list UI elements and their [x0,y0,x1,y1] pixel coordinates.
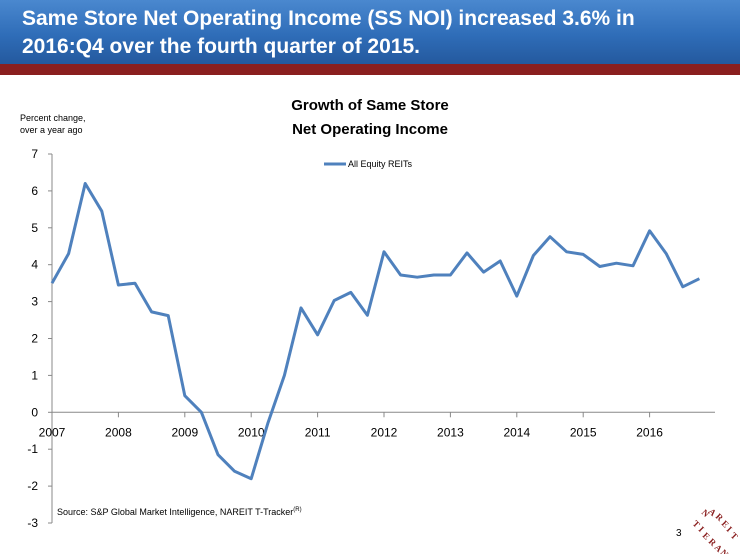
x-tick-label: 2007 [39,425,66,439]
y-tick-label: 2 [31,332,38,346]
source-text: Source: S&P Global Market Intelligence, … [57,507,294,517]
chart: Growth of Same Store Net Operating Incom… [20,97,715,530]
svg-text:E: E [701,530,712,541]
title-divider [0,64,740,75]
y-axis-label-line2: over a year ago [20,125,83,135]
svg-text:I: I [725,524,735,534]
x-tick-label: 2010 [238,425,265,439]
y-tick-label: 5 [31,221,38,235]
x-tick-label: 2012 [371,425,398,439]
chart-title-line2: Net Operating Income [292,121,448,138]
x-tick-label: 2011 [305,425,331,439]
title-bar: Same Store Net Operating Income (SS NOI)… [0,0,740,64]
y-tick-label: 7 [31,147,38,161]
legend: All Equity REITs [324,159,413,169]
svg-text:E: E [720,518,731,529]
svg-text:T: T [691,518,702,529]
slide-title-line1: Same Store Net Operating Income (SS NOI)… [22,7,635,30]
y-tick-label: 4 [31,258,38,272]
nareit-logo: N A R E I T T I E R A N [691,506,738,554]
plot-area: 7 6 5 4 3 2 1 0 -1 -2 -3 2007 2008 2009 2010 2011 2012 20… [27,147,715,530]
y-tick-label: 1 [31,368,38,382]
series-line-all-equity-reits [50,182,701,481]
x-tick-label: 2013 [437,425,464,439]
x-tick-label: 2014 [503,425,530,439]
x-tick-label: 2015 [570,425,597,439]
svg-text:A: A [713,542,725,554]
y-axis-label-line1: Percent change, [20,113,86,123]
svg-text:T: T [729,530,738,541]
y-tick-label: -2 [27,479,38,493]
svg-text:N: N [719,547,731,554]
y-tick-label: 0 [31,405,38,419]
chart-title-line1: Growth of Same Store [291,97,449,114]
page-number: 3 [676,528,682,539]
svg-text:I: I [697,524,707,534]
legend-label: All Equity REITs [348,159,413,169]
x-tick-label: 2008 [105,425,132,439]
source-mark: (R) [293,507,302,513]
y-tick-label: -1 [27,442,38,456]
y-tick-label: 6 [31,184,38,198]
slide-title: Same Store Net Operating Income (SS NOI)… [22,5,722,61]
y-tick-label: -3 [27,516,38,530]
source-note: Source: S&P Global Market Intelligence, … [57,507,302,517]
slide-title-line2: 2016:Q4 over the fourth quarter of 2015. [22,35,420,58]
x-tick-label: 2016 [636,425,663,439]
y-tick-label: 3 [31,295,38,309]
x-tick-label: 2009 [171,425,198,439]
